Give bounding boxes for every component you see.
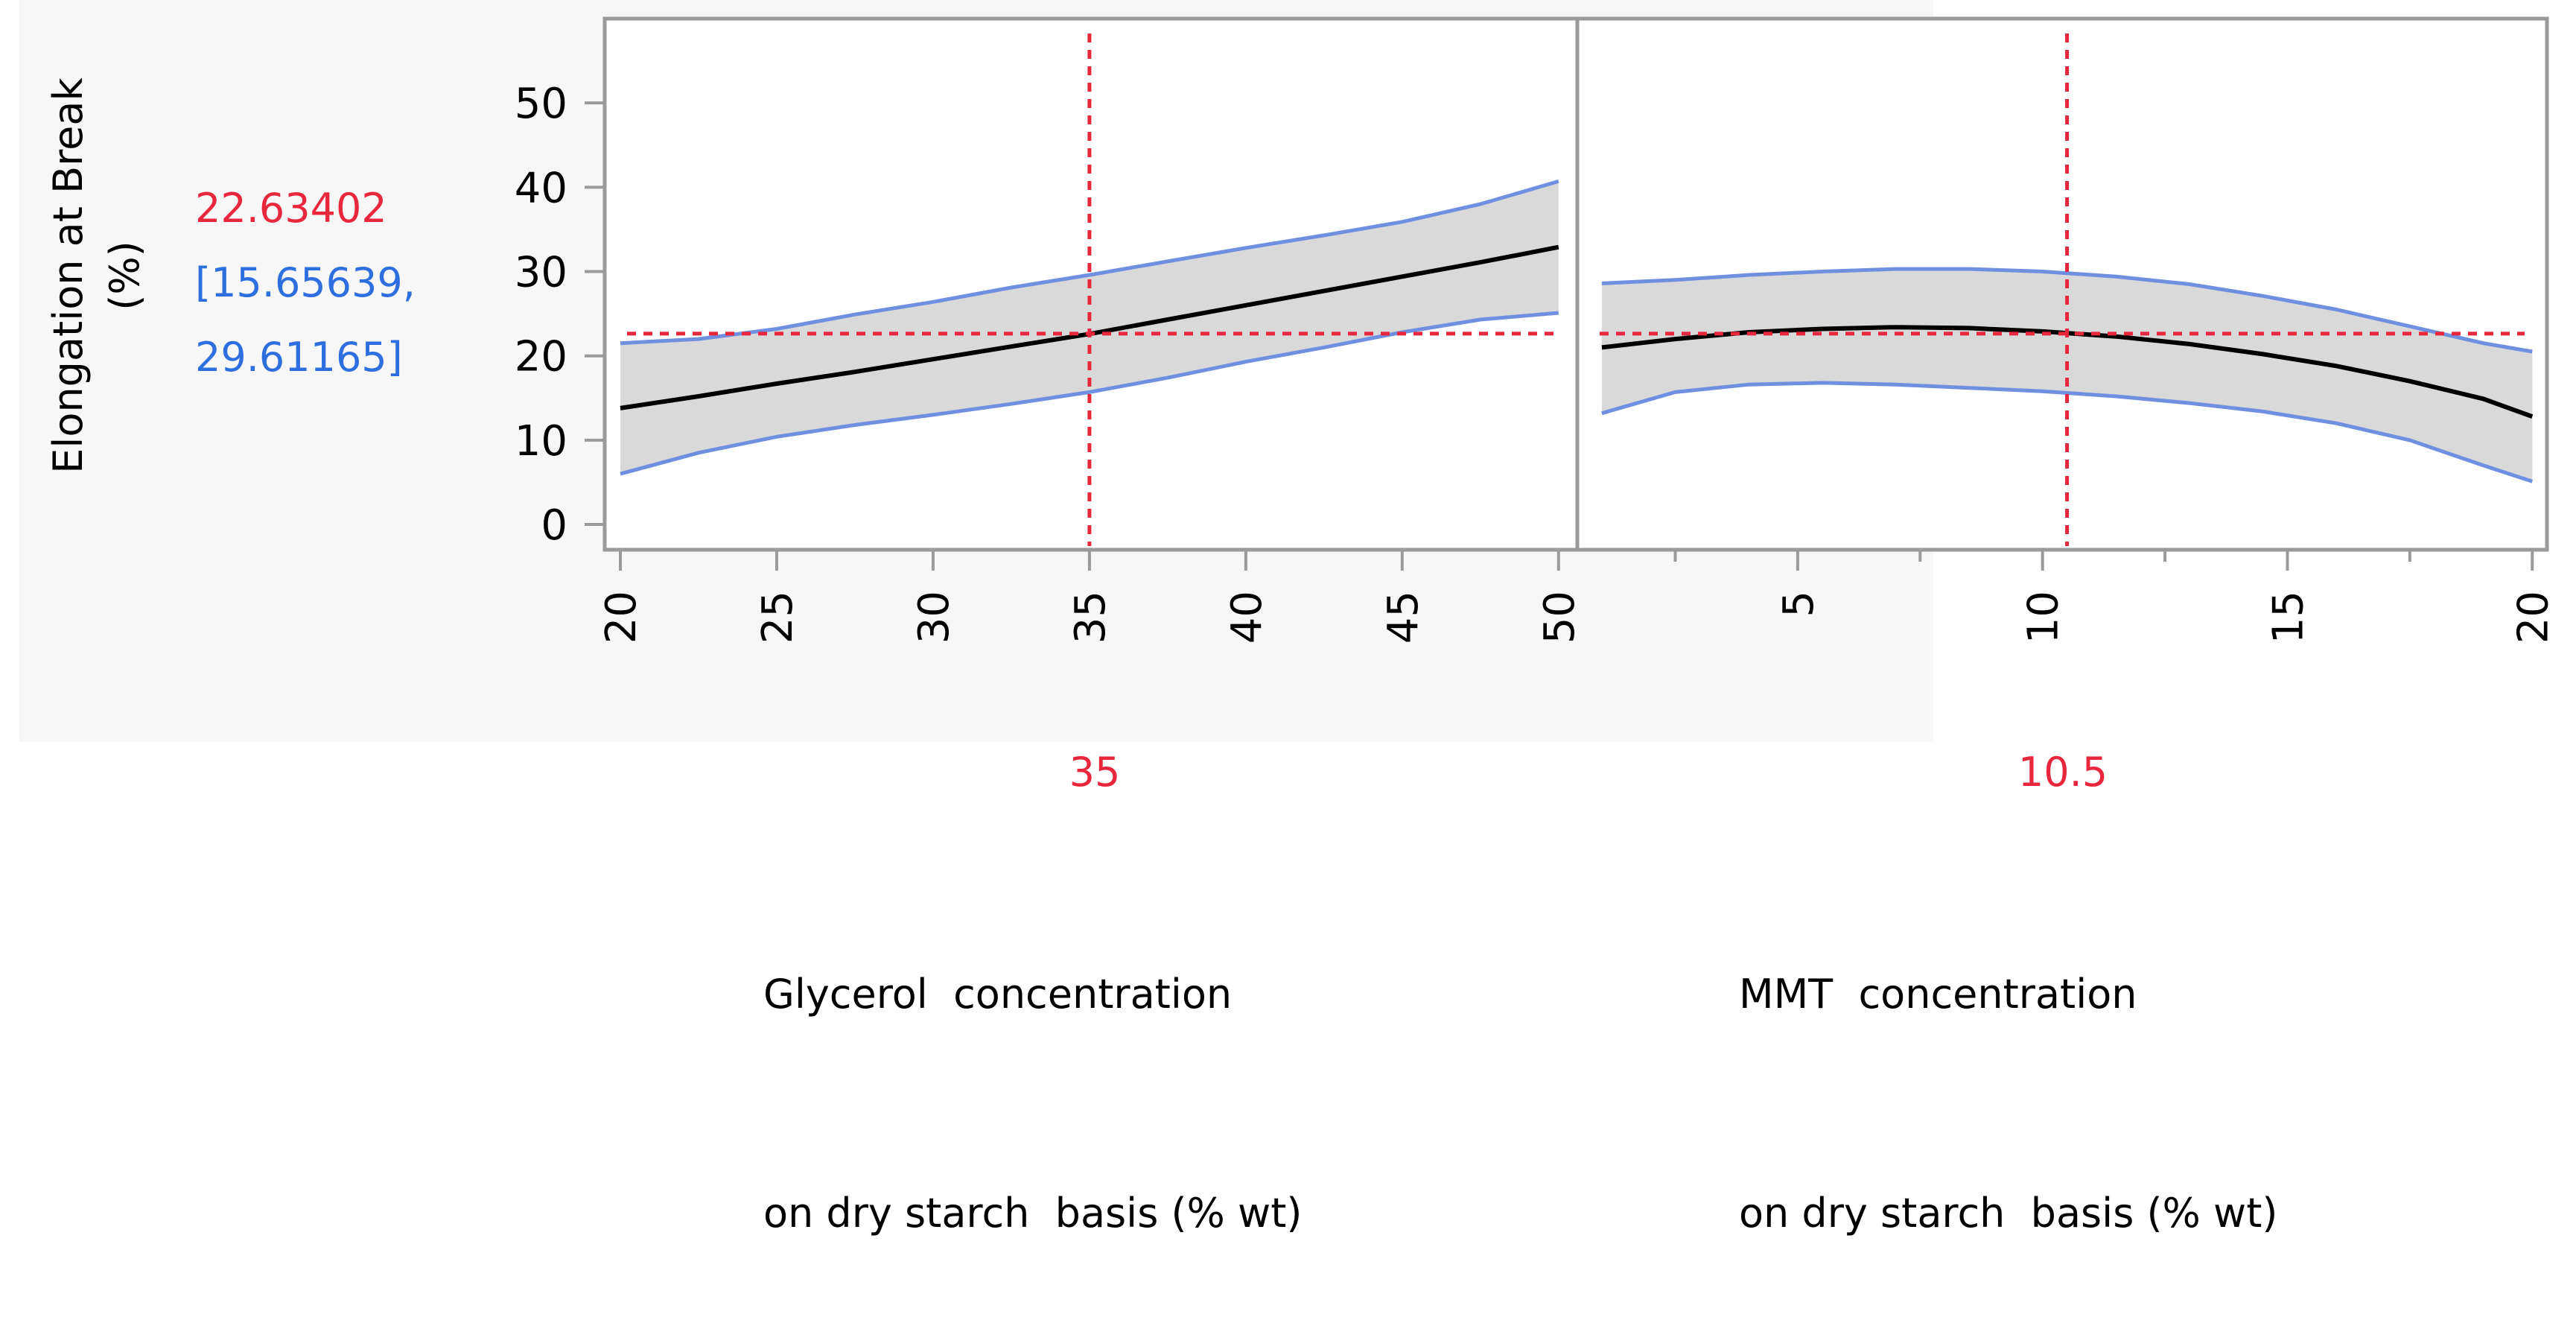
x-tick-label: 30 — [910, 591, 958, 644]
y-tick-label: 30 — [515, 249, 567, 297]
glycerol-panel[interactable] — [602, 16, 1580, 552]
x-tick-label: 15 — [2264, 591, 2312, 644]
upper-ci-line — [620, 179, 1559, 346]
lower-ci-line — [1601, 381, 2534, 483]
y-tick-label: 10 — [515, 417, 567, 466]
confidence-band — [620, 181, 1559, 475]
y-tick-label: 20 — [515, 333, 567, 381]
glycerol-x-axis-title-line2: on dry starch basis (% wt) — [763, 1190, 1303, 1237]
prediction-profiler: 0 10 20 30 40 50 20 25 30 35 40 45 50 5 10 15 20 — [515, 16, 2557, 644]
x-tick-label: 45 — [1379, 591, 1428, 644]
y-tick-label: 40 — [515, 164, 567, 212]
x-tick-label: 40 — [1223, 591, 1271, 644]
glycerol-x-axis-title: Glycerol concentration on dry starch bas… — [763, 812, 1302, 1323]
confidence-interval-low: [15.65639, — [195, 259, 416, 306]
x-tick-label: 5 — [1775, 591, 1823, 618]
predicted-value: 22.63402 — [195, 185, 387, 232]
confidence-interval-high: 29.61165] — [195, 334, 403, 381]
x-tick-label: 20 — [597, 591, 646, 644]
y-axis-title-line1: Elongation at Break — [45, 77, 92, 474]
upper-ci-line — [1601, 267, 2533, 354]
glycerol-x-axis-title-line1: Glycerol concentration — [763, 971, 1233, 1018]
y-axis: 0 10 20 30 40 50 — [515, 80, 605, 550]
y-axis-title-line2: (%) — [101, 241, 148, 311]
mmt-x-axis-title: MMT concentration on dry starch basis (%… — [1739, 812, 2277, 1323]
x-tick-label: 35 — [1066, 591, 1115, 644]
y-tick-label: 0 — [541, 501, 567, 550]
mmt-x-axis-title-line1: MMT concentration — [1739, 971, 2137, 1018]
mmt-current-value[interactable]: 10.5 — [2017, 749, 2108, 796]
y-axis-title: Elongation at Break (%) — [30, 22, 164, 529]
x-tick-label: 20 — [2509, 591, 2557, 644]
mmt-x-axis: 5 10 15 20 — [1673, 550, 2557, 644]
mmt-x-axis-title-line2: on dry starch basis (% wt) — [1739, 1190, 2278, 1237]
x-tick-label: 25 — [754, 591, 802, 644]
mmt-panel[interactable] — [1575, 16, 2549, 552]
confidence-band — [1601, 269, 2533, 482]
glycerol-current-value[interactable]: 35 — [1069, 749, 1121, 796]
y-tick-label: 50 — [515, 80, 567, 128]
plot-frame — [1575, 16, 2549, 552]
x-tick-label: 10 — [2020, 591, 2068, 644]
glycerol-x-axis: 20 25 30 35 40 45 50 — [597, 550, 1584, 644]
x-tick-label: 50 — [1536, 591, 1584, 644]
